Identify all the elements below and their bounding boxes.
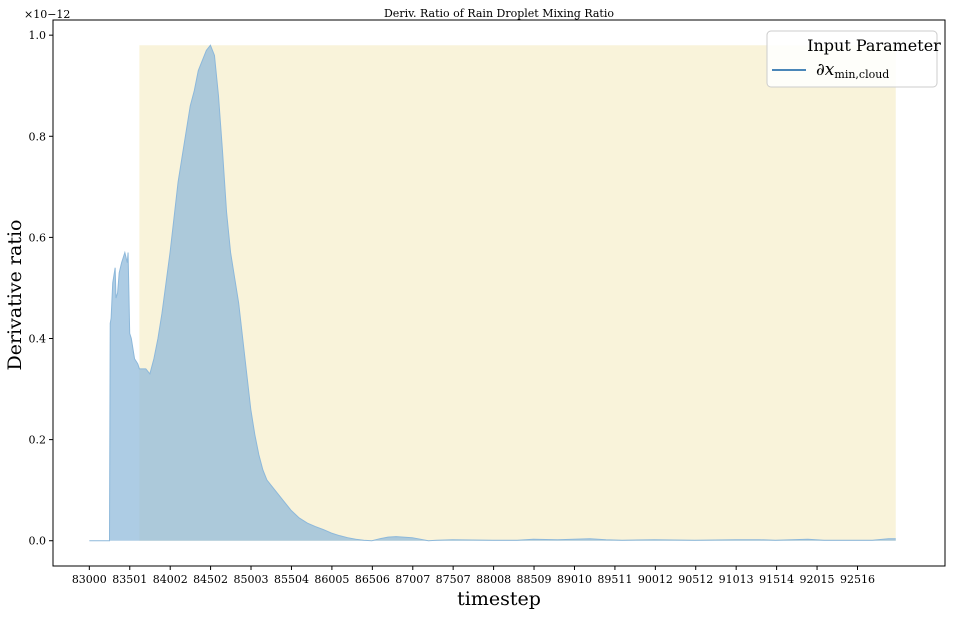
x-tick-label: 92516 <box>840 573 875 586</box>
y-axis: 0.0 0.2 0.4 0.6 0.8 1.0 <box>29 29 53 548</box>
x-tick-label: 83000 <box>72 573 107 586</box>
x-tick-label: 90012 <box>638 573 673 586</box>
x-tick-label: 84502 <box>193 573 228 586</box>
series-area-0 <box>89 45 896 541</box>
axes-frame <box>52 19 946 567</box>
x-axis: 83000 83501 84002 84502 85003 85504 86005 86506… <box>72 566 875 586</box>
y-tick-label: 1.0 <box>29 29 47 42</box>
x-tick-label: 90512 <box>678 573 713 586</box>
legend-box <box>766 30 938 88</box>
legend-title: Input Parameter <box>807 36 941 55</box>
x-tick-label: 87007 <box>395 573 430 586</box>
x-tick-label: 88509 <box>517 573 552 586</box>
chart-title: Deriv. Ratio of Rain Droplet Mixing Rati… <box>384 7 614 20</box>
x-tick-label: 89010 <box>557 573 592 586</box>
y-scale-label: ×10−12 <box>24 8 70 21</box>
x-tick-label: 83501 <box>112 573 147 586</box>
y-tick-label: 0.8 <box>29 130 47 143</box>
x-tick-label: 91514 <box>759 573 794 586</box>
series-line-0 <box>89 44 896 542</box>
y-tick-label: 0.6 <box>29 231 47 244</box>
legend-entry-subscript: min,cloud <box>834 68 889 81</box>
x-tick-label: 86506 <box>355 573 390 586</box>
x-tick-label: 87507 <box>436 573 471 586</box>
y-tick-label: 0.0 <box>29 535 47 548</box>
x-tick-label: 92015 <box>800 573 835 586</box>
legend: Input Parameter ∂xmin,cloud <box>766 30 941 88</box>
x-tick-label: 89511 <box>597 573 632 586</box>
y-tick-label: 0.4 <box>29 333 47 346</box>
x-tick-label: 84002 <box>153 573 188 586</box>
y-tick-label: 0.2 <box>29 434 47 447</box>
x-axis-label: timestep <box>457 588 541 610</box>
x-tick-label: 91013 <box>719 573 754 586</box>
x-tick-label: 85504 <box>274 573 309 586</box>
x-tick-label: 88008 <box>476 573 511 586</box>
plot-area <box>89 44 896 542</box>
legend-entry-label: ∂xmin,cloud <box>816 60 889 81</box>
y-axis-label: Derivative ratio <box>4 220 26 371</box>
x-tick-label: 86005 <box>314 573 349 586</box>
x-tick-label: 85003 <box>234 573 269 586</box>
highlight-region <box>139 45 896 541</box>
legend-entry-symbol: ∂x <box>816 60 835 80</box>
